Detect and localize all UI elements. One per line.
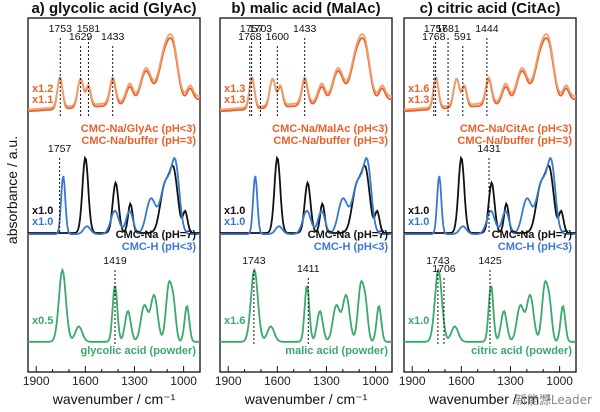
x-axis-label: wavenumber / cm⁻¹: [52, 391, 176, 407]
peak-label: 1753: [49, 23, 73, 35]
scale-label: x0.5: [32, 315, 53, 327]
spectrum-cmc-0: [220, 155, 392, 234]
spectrum-acid-0: [28, 267, 200, 343]
legend-entry: CMC-Na (pH=7): [492, 229, 573, 241]
peak-label: 1703: [249, 23, 273, 35]
scale-label: x1.3: [224, 83, 245, 95]
peak-label: 591: [454, 31, 472, 43]
spectrum-cmc-1: [220, 156, 392, 236]
x-tick-label: 1600: [72, 374, 99, 388]
spectrum-cmc-1: [404, 156, 576, 236]
panel-a: a) glycolic acid (GlyAc) 1900 1600 1300 1000…: [23, 0, 201, 407]
x-axis-label: wavenumber / cm⁻¹: [428, 391, 552, 407]
panel-frame: [219, 17, 393, 373]
peak-label: 1600: [266, 31, 290, 43]
spectrum-salt-1: [219, 33, 392, 111]
scale-label: x1.0: [224, 205, 245, 217]
legend-entry: malic acid (powder): [285, 345, 388, 357]
peak-label: 1425: [478, 255, 502, 267]
panel-frame: [27, 17, 201, 373]
x-tick-label: 1300: [313, 374, 340, 388]
x-tick-label: 1900: [215, 374, 242, 388]
spectrum-cmc-0: [28, 155, 200, 234]
peak-label: 1757: [240, 23, 264, 35]
y-axis-label: absorbance / a.u.: [4, 136, 20, 244]
x-tick-label: 1000: [546, 374, 573, 388]
scale-label: x1.6: [224, 315, 245, 327]
peak-label: 1629: [69, 31, 93, 43]
legend-entry: glycolic acid (powder): [80, 345, 196, 357]
legend-entry: citric acid (powder): [471, 345, 572, 357]
legend-entry: CMC-Na/CitAc (pH<3): [460, 123, 572, 135]
legend-entry: CMC-Na (pH=7): [116, 229, 197, 241]
panel-b: b) malic acid (MalAc) 1900 1600 1300 1000 wav…: [215, 0, 393, 407]
peak-label: 1431: [477, 143, 501, 155]
legend-entry: CMC-Na/buffer (pH=3): [457, 135, 572, 147]
scale-label: x1.0: [408, 205, 429, 217]
panel-title: b) malic acid (MalAc): [231, 0, 380, 17]
peak-label: 1768: [422, 31, 446, 43]
x-tick-label: 1000: [170, 374, 197, 388]
panel-frame: [403, 17, 577, 373]
legend-entry: CMC-H (pH<3): [498, 241, 573, 253]
spectrum-salt-0: [219, 37, 392, 113]
legend-entry: CMC-Na (pH=7): [308, 229, 389, 241]
watermark: 新能源Leader: [515, 392, 592, 407]
legend-entry: CMC-Na/buffer (pH=3): [81, 135, 196, 147]
x-tick-label: 1300: [497, 374, 524, 388]
scale-label: x1.6: [408, 83, 429, 95]
x-tick-label: 1900: [399, 374, 426, 388]
spectrum-salt-1: [27, 33, 200, 111]
legend-entry: CMC-Na/buffer (pH=3): [273, 135, 388, 147]
peak-label: 1419: [103, 255, 127, 267]
peak-label: 1757: [424, 23, 448, 35]
legend-entry: CMC-H (pH<3): [122, 241, 197, 253]
scale-label: x1.0: [224, 216, 245, 228]
peak-label: 1411: [297, 263, 320, 275]
peak-label: 1444: [475, 23, 499, 35]
x-tick-label: 1000: [362, 374, 389, 388]
legend-entry: CMC-Na/MalAc (pH<3): [272, 123, 388, 135]
scale-label: x1.0: [408, 315, 429, 327]
x-axis-label: wavenumber / cm⁻¹: [244, 391, 368, 407]
spectrum-salt-0: [27, 37, 200, 113]
panel-title: a) glycolic acid (GlyAc): [31, 0, 196, 17]
peak-label: 1768: [238, 31, 262, 43]
panel-c: c) citric acid (CitAc) 1900 1600 1300 1000 wa…: [399, 0, 577, 407]
scale-label: x1.2: [32, 83, 53, 95]
peak-label: 1433: [101, 31, 125, 43]
legend-entry: CMC-Na/GlyAc (pH<3): [81, 123, 197, 135]
scale-label: x1.1: [32, 94, 53, 106]
peak-label: 1433: [293, 23, 317, 35]
scale-label: x1.3: [224, 94, 245, 106]
spectrum-salt-1: [403, 33, 576, 111]
x-tick-label: 1600: [448, 374, 475, 388]
scale-label: x1.3: [408, 94, 429, 106]
spectrum-salt-0: [403, 37, 576, 113]
legend-entry: CMC-H (pH<3): [314, 241, 389, 253]
spectrum-cmc-0: [404, 155, 576, 234]
peak-label: 1757: [48, 143, 72, 155]
peak-label: 1706: [432, 263, 456, 275]
peak-label: 1581: [77, 23, 101, 35]
x-tick-label: 1900: [23, 374, 50, 388]
spectrum-cmc-1: [28, 156, 200, 236]
panel-title: c) citric acid (CitAc): [420, 0, 561, 17]
scale-label: x1.0: [32, 216, 53, 228]
scale-label: x1.0: [32, 205, 53, 217]
spectrum-acid-0: [220, 267, 392, 343]
peak-label: 1743: [242, 255, 266, 267]
peak-label: 1743: [426, 255, 450, 267]
x-tick-label: 1600: [264, 374, 291, 388]
x-tick-label: 1300: [121, 374, 148, 388]
peak-label: 1681: [436, 23, 460, 35]
scale-label: x1.0: [408, 216, 429, 228]
